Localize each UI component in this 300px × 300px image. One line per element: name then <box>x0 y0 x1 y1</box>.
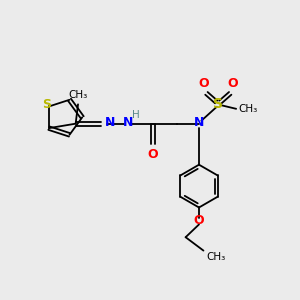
Text: S: S <box>42 98 51 112</box>
Text: H: H <box>131 110 139 119</box>
Text: CH₃: CH₃ <box>206 252 226 262</box>
Text: O: O <box>194 214 204 227</box>
Text: O: O <box>198 77 209 90</box>
Text: N: N <box>122 116 133 129</box>
Text: N: N <box>194 116 204 129</box>
Text: O: O <box>228 77 238 90</box>
Text: S: S <box>213 98 223 111</box>
Text: O: O <box>148 148 158 161</box>
Text: N: N <box>105 116 115 129</box>
Text: CH₃: CH₃ <box>68 91 88 100</box>
Text: CH₃: CH₃ <box>238 104 258 114</box>
